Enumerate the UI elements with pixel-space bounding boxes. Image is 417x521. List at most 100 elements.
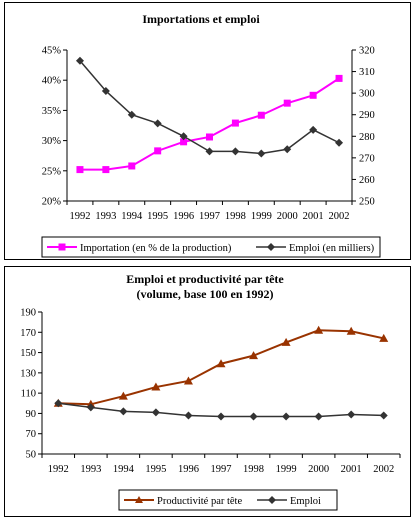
x-tick-label: 1996 — [178, 464, 199, 475]
data-point-emploi — [101, 86, 110, 95]
data-point-emploi — [75, 56, 84, 65]
x-tick-label: 2002 — [329, 211, 350, 222]
legend-box — [41, 236, 381, 258]
x-tick-label: 1996 — [173, 211, 194, 222]
data-point-importation — [206, 133, 213, 141]
x-tick-label: 1992 — [69, 211, 90, 222]
data-point-emploi — [379, 411, 388, 420]
data-point-importation — [76, 166, 84, 174]
x-tick-label: 2000 — [308, 464, 329, 475]
data-point-emploi — [153, 119, 162, 128]
data-point-importation — [154, 147, 162, 155]
x-tick-label: 1999 — [276, 464, 297, 475]
data-point-importation — [231, 119, 239, 127]
chart-panel-importations: Importations et emploi 20% 25% 30% 35% 40% 45… — [4, 2, 411, 260]
data-point-emploi — [282, 412, 291, 421]
data-point-productivite — [216, 359, 226, 368]
x-tick-label: 1992 — [48, 464, 69, 475]
data-point-emploi — [309, 125, 318, 134]
x-tick-label: 2002 — [373, 464, 394, 475]
y-left-tick-label: 40% — [42, 76, 62, 87]
y-right-tick-label: 320 — [359, 46, 375, 57]
data-point-emploi — [347, 410, 356, 419]
x-tick-label: 1999 — [251, 211, 272, 222]
y-left-tick-label: 20% — [42, 197, 62, 208]
data-point-importation — [257, 111, 265, 119]
data-point-emploi — [257, 149, 266, 158]
y-tick-label: 150 — [20, 348, 36, 359]
data-point-emploi — [184, 411, 193, 420]
y-tick-label: 130 — [20, 368, 36, 379]
y-left-tick-label: 35% — [42, 106, 62, 117]
data-point-emploi — [179, 132, 188, 141]
data-point-productivite — [118, 391, 128, 400]
y-right-tick-label: 260 — [359, 175, 375, 186]
data-point-emploi — [54, 399, 63, 408]
data-point-productivite — [346, 326, 356, 335]
x-tick-label: 1994 — [113, 464, 135, 475]
y-right-tick-label: 250 — [359, 197, 375, 208]
y-right-tick-label: 300 — [359, 89, 375, 100]
legend-box — [118, 489, 338, 511]
y-left-tick-label: 25% — [42, 166, 62, 177]
legend-label-productivite: Productivité par tête — [157, 496, 242, 507]
data-point-emploi — [86, 403, 95, 412]
x-tick-label: 2001 — [303, 211, 324, 222]
y-tick-label: 110 — [21, 389, 36, 400]
data-point-productivite — [281, 337, 291, 346]
data-point-emploi — [205, 147, 214, 156]
x-tick-label: 1993 — [80, 464, 101, 475]
data-point-importation — [128, 162, 136, 170]
y-tick-label: 70 — [26, 429, 37, 440]
chart-title: Importations et emploi — [142, 12, 260, 26]
y-tick-label: 50 — [26, 450, 37, 461]
legend-marker-importation — [58, 243, 66, 251]
data-point-productivite — [379, 333, 389, 342]
data-point-importation — [335, 74, 343, 82]
data-point-emploi — [217, 412, 225, 421]
data-point-emploi — [249, 412, 258, 421]
data-point-productivite — [183, 376, 193, 385]
data-point-importation — [283, 99, 291, 107]
legend-marker-productivite — [135, 496, 143, 503]
data-point-emploi — [283, 145, 292, 154]
x-tick-label: 2001 — [341, 464, 362, 475]
legend-label-emploi: Emploi — [290, 496, 321, 507]
y-right-tick-label: 270 — [359, 153, 375, 164]
y-tick-label: 170 — [20, 328, 36, 339]
legend-marker-emploi — [268, 496, 276, 504]
y-right-tick-label: 290 — [359, 110, 375, 121]
legend-label-emploi: Emploi (en milliers) — [289, 243, 375, 254]
x-tick-label: 1993 — [95, 211, 116, 222]
series-line-productivite — [58, 329, 384, 406]
data-point-emploi — [151, 408, 160, 417]
y-tick-label: 90 — [26, 409, 37, 420]
y-left-tick-label: 45% — [42, 46, 62, 57]
data-point-emploi — [119, 407, 128, 416]
x-tick-label: 1995 — [145, 464, 166, 475]
data-point-productivite — [151, 382, 161, 391]
data-point-productivite — [314, 325, 324, 334]
data-point-importation — [102, 166, 110, 174]
data-point-productivite — [249, 351, 259, 360]
chart-title: Emploi et productivité par tête — [126, 272, 284, 286]
legend-label-importation: Importation (en % de la production) — [80, 243, 232, 254]
y-right-tick-label: 280 — [359, 132, 375, 143]
chart-emploi-productivite: Emploi et productivité par tête (volume,… — [20, 272, 401, 511]
x-tick-label: 1994 — [121, 211, 143, 222]
x-tick-label: 2000 — [277, 211, 298, 222]
x-tick-label: 1998 — [243, 464, 264, 475]
y-left-tick-label: 30% — [42, 136, 62, 147]
data-point-emploi — [314, 412, 323, 421]
chart-panel-productivite: Emploi et productivité par tête (volume,… — [4, 266, 411, 517]
data-point-importation — [180, 138, 188, 146]
x-tick-label: 1998 — [225, 211, 246, 222]
data-point-importation — [309, 91, 317, 99]
data-point-emploi — [335, 138, 344, 147]
chart-importations-emploi: Importations et emploi 20% 25% 30% 35% 40% 45… — [41, 12, 381, 258]
y-tick-label: 190 — [20, 308, 36, 319]
x-tick-label: 1997 — [199, 211, 220, 222]
series-line-importation — [79, 77, 340, 171]
legend-marker-emploi — [267, 243, 275, 251]
chart-subtitle: (volume, base 100 en 1992) — [137, 287, 274, 301]
